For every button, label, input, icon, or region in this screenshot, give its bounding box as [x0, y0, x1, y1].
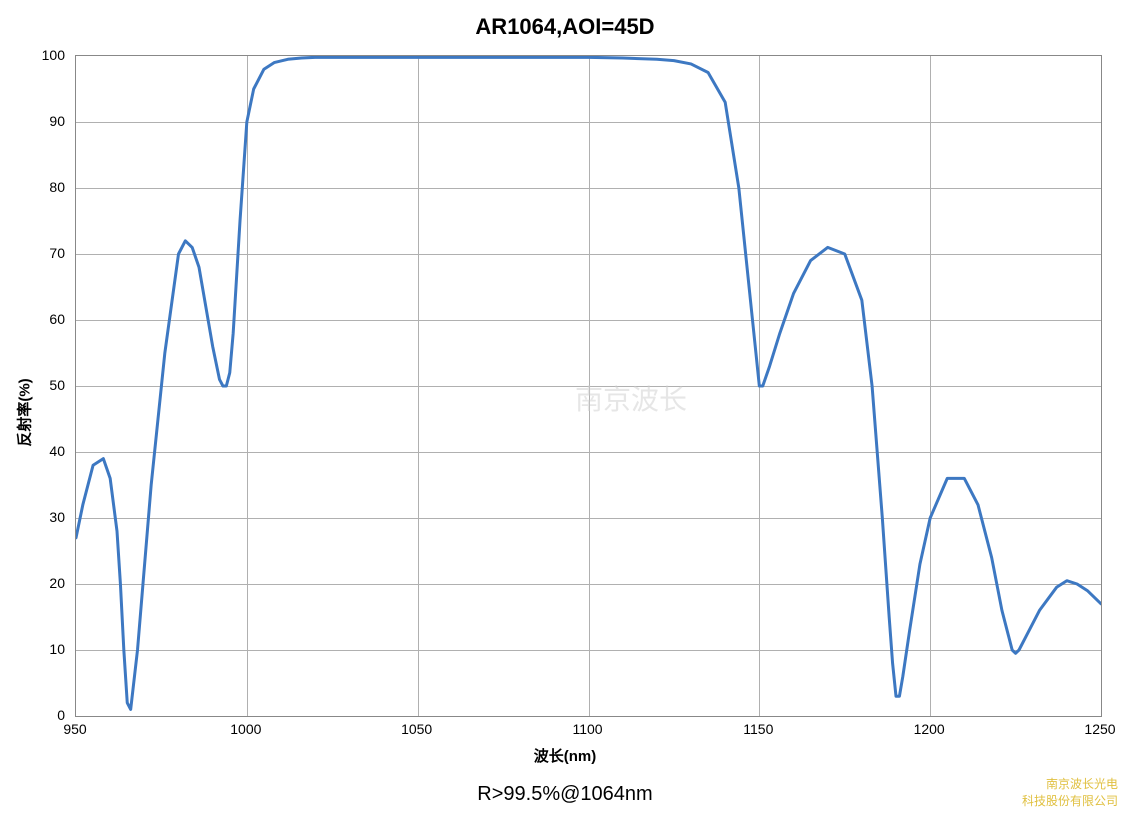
y-axis-label-container: 反射率(%): [14, 0, 34, 824]
y-tick-label: 30: [35, 509, 65, 525]
x-tick-label: 1200: [914, 721, 945, 737]
page-root: AR1064,AOI=45D 反射率(%) 波长(nm) R>99.5%@106…: [0, 0, 1130, 824]
y-tick-label: 40: [35, 443, 65, 459]
y-tick-label: 50: [35, 377, 65, 393]
y-tick-label: 90: [35, 113, 65, 129]
y-tick-label: 80: [35, 179, 65, 195]
y-axis-label: 反射率(%): [14, 378, 35, 446]
x-tick-label: 1100: [572, 721, 602, 737]
x-axis-label: 波长(nm): [0, 745, 1130, 766]
y-tick-label: 0: [35, 707, 65, 723]
x-tick-label: 1000: [230, 721, 261, 737]
x-tick-label: 1050: [401, 721, 432, 737]
x-tick-label: 1250: [1084, 721, 1115, 737]
reflectance-curve: [76, 56, 1101, 716]
plot-area: [75, 55, 1102, 717]
y-tick-label: 70: [35, 245, 65, 261]
y-tick-label: 20: [35, 575, 65, 591]
chart-subtitle: R>99.5%@1064nm: [0, 783, 1130, 806]
y-tick-label: 100: [35, 47, 65, 63]
x-tick-label: 950: [63, 721, 86, 737]
y-tick-label: 60: [35, 311, 65, 327]
chart-title: AR1064,AOI=45D: [0, 14, 1130, 40]
y-tick-label: 10: [35, 641, 65, 657]
x-tick-label: 1150: [743, 721, 773, 737]
